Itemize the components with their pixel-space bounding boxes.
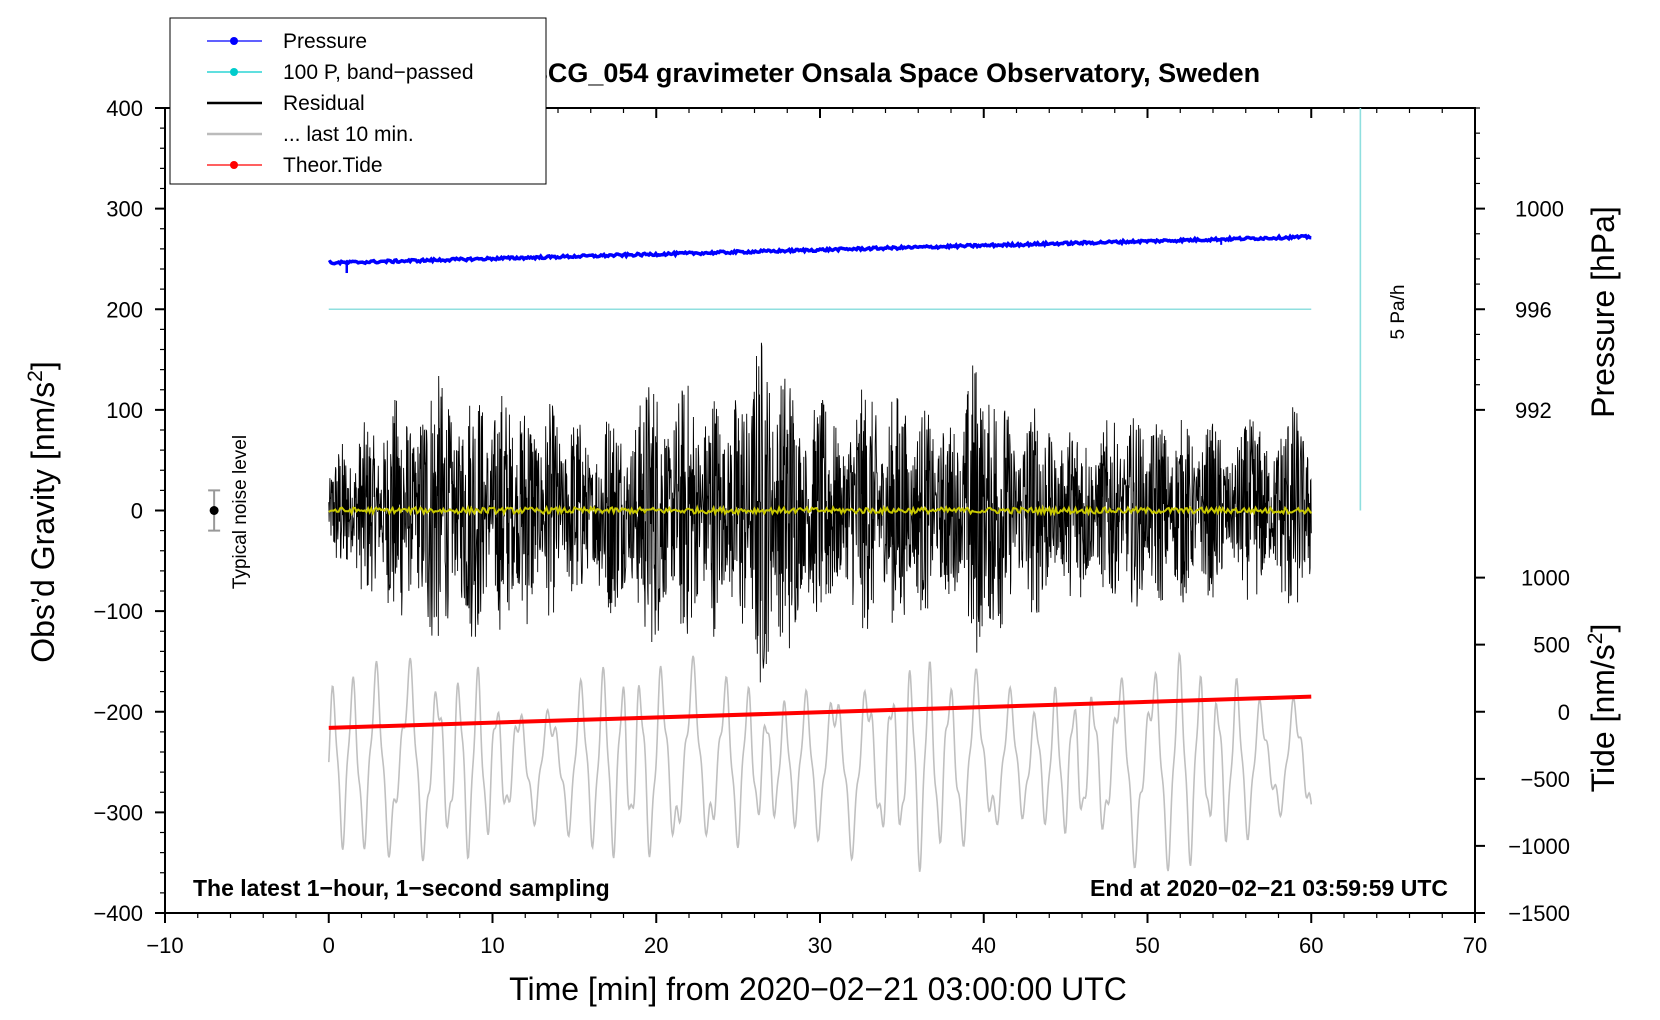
tide-tick-label: 0 (1558, 700, 1570, 725)
y-axis-label-sup: 2 (24, 370, 47, 382)
tide-axis-label-close: ] (1585, 624, 1621, 633)
series-pressure (327, 233, 1312, 267)
annotation-end-time: End at 2020−02−21 03:59:59 UTC (1090, 875, 1448, 901)
plot-area (164, 107, 1476, 914)
noise-level-label: Typical noise level (230, 435, 251, 589)
pressure-axis-label: Pressure [hPa] (1585, 206, 1621, 418)
y-tick-label: 0 (131, 499, 143, 524)
legend-marker (230, 161, 238, 169)
y-tick-label: −300 (93, 800, 143, 825)
pressure-tick-label: 992 (1515, 398, 1552, 423)
y-tick-label: 300 (106, 197, 143, 222)
legend-label: Residual (283, 92, 365, 115)
tide-tick-label: −500 (1520, 767, 1570, 792)
rate-label: 5 Pa/h (1388, 285, 1409, 340)
legend: Pressure 100 P, band−passed Residual ... la… (169, 17, 547, 185)
tide-axis-label-sup: 2 (1584, 633, 1607, 645)
legend-label: ... last 10 min. (283, 123, 414, 146)
series-smoothed-residual (328, 504, 1313, 517)
y-tick-label: 400 (106, 96, 143, 121)
series-last-10-min (328, 651, 1313, 872)
pressure-tick-label: 1000 (1515, 197, 1564, 222)
x-tick-label: 30 (808, 933, 832, 958)
legend-label: Pressure (283, 30, 367, 53)
x-axis-label: Time [min] from 2020−02−21 03:00:00 UTC (509, 971, 1127, 1007)
y-tick-label: 200 (106, 297, 143, 322)
x-tick-label: 60 (1299, 933, 1323, 958)
tide-tick-label: 1000 (1521, 566, 1570, 591)
x-tick-label: 10 (480, 933, 504, 958)
y-axis-label-close: ] (25, 361, 61, 370)
legend-label: 100 P, band−passed (283, 61, 474, 84)
x-tick-label: 70 (1463, 933, 1487, 958)
y-tick-label: −400 (93, 901, 143, 926)
x-tick-label: 40 (972, 933, 996, 958)
y-tick-label: 100 (106, 398, 143, 423)
legend-marker (230, 68, 238, 76)
series-theor-tide (328, 694, 1312, 730)
y-tick-label: −100 (93, 599, 143, 624)
tide-tick-label: −1000 (1508, 834, 1570, 859)
pressure-tick-label: 996 (1515, 297, 1552, 322)
legend-box (169, 17, 547, 185)
legend-marker (230, 37, 238, 45)
y-tick-label: −200 (93, 700, 143, 725)
y-axis-label: Obs’d Gravity [nm/s2] (24, 361, 61, 663)
legend-label: Theor.Tide (283, 154, 383, 177)
series-residual (328, 342, 1312, 683)
noise-point (209, 506, 219, 515)
chart-title: SCG_054 gravimeter Onsala Space Observat… (530, 58, 1260, 88)
annotation-sampling: The latest 1−hour, 1−second sampling (193, 875, 610, 901)
x-tick-label: 20 (644, 933, 668, 958)
x-tick-label: 50 (1135, 933, 1159, 958)
tide-tick-label: −1500 (1508, 901, 1570, 926)
x-tick-label: −10 (146, 933, 183, 958)
x-tick-label: 0 (323, 933, 335, 958)
tide-axis-label: Tide [nm/s2] (1584, 624, 1621, 793)
tide-tick-label: 500 (1533, 633, 1570, 658)
